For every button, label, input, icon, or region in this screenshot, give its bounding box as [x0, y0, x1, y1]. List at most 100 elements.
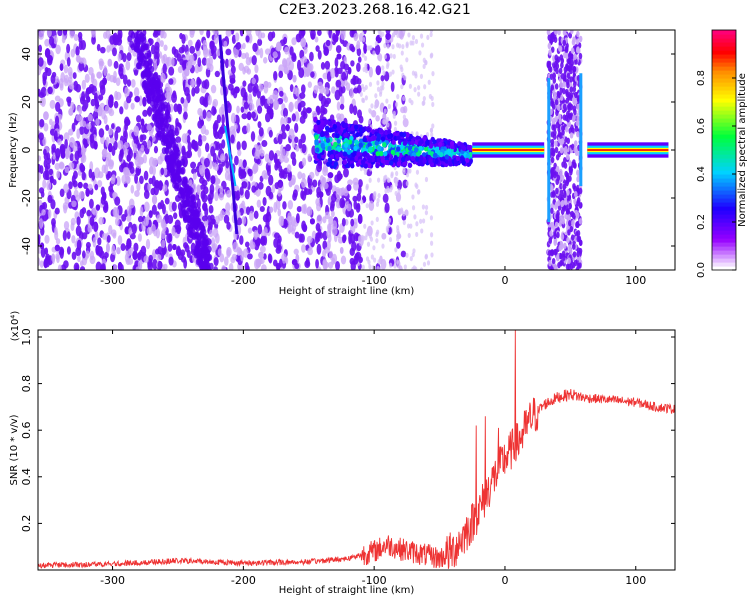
noise-speck — [163, 263, 168, 270]
colorbar-segment — [712, 94, 736, 99]
noise-speck — [266, 105, 272, 115]
noise-speck — [307, 247, 313, 256]
noise-speck — [164, 197, 170, 205]
noise-speck — [146, 226, 153, 236]
carrier-speck — [371, 135, 377, 141]
noise-speck — [133, 242, 139, 252]
vband-speck — [560, 259, 564, 266]
noise-speck — [90, 30, 96, 35]
band-speck — [155, 125, 161, 133]
faint-speck — [405, 211, 409, 217]
carrier-speck — [393, 154, 398, 161]
faint-speck — [394, 181, 399, 187]
noise-speck — [349, 43, 355, 52]
noise-speck — [326, 229, 332, 238]
faint-speck — [411, 40, 415, 46]
noise-speck — [330, 200, 335, 209]
noise-speck — [309, 171, 315, 180]
vband-speck — [559, 252, 563, 260]
band-speck — [173, 153, 179, 161]
y-tick-label: 0.2 — [20, 515, 33, 533]
noise-speck — [66, 96, 72, 103]
noise-speck — [157, 261, 163, 270]
vband-speck — [554, 99, 559, 106]
carrier-speck — [367, 136, 372, 142]
noise-speck — [60, 151, 66, 159]
figure-title: C2E3.2023.268.16.42.G21 — [278, 2, 472, 18]
noise-speck — [322, 260, 328, 270]
faint-speck — [363, 223, 367, 229]
carrier-speck — [374, 140, 379, 146]
noise-speck — [337, 173, 343, 180]
noise-speck — [265, 185, 272, 197]
noise-speck — [126, 154, 132, 162]
carrier-speck — [415, 156, 420, 162]
vband-speck — [565, 88, 569, 96]
noise-speck — [173, 48, 179, 58]
noise-speck — [204, 142, 210, 153]
vband-speck — [572, 98, 576, 105]
noise-speck — [245, 35, 250, 43]
carrier-speck — [418, 145, 423, 151]
noise-speck — [112, 76, 117, 84]
noise-speck — [263, 56, 268, 64]
noise-speck — [280, 169, 285, 178]
noise-speck — [40, 30, 45, 34]
noise-speck — [189, 54, 195, 63]
vband-speck — [559, 86, 564, 94]
y-tick-label: 0 — [20, 147, 33, 154]
noise-speck — [287, 171, 292, 182]
faint-speck — [413, 214, 417, 220]
noise-speck — [42, 179, 47, 189]
noise-speck — [201, 135, 207, 142]
noise-speck — [145, 238, 151, 250]
carrier-speck — [407, 162, 413, 168]
vband-speck — [573, 108, 577, 116]
faint-speck — [386, 177, 390, 183]
faint-speck — [390, 173, 394, 179]
noise-speck — [117, 235, 123, 246]
noise-speck — [178, 46, 185, 54]
y-tick-label: -40 — [20, 237, 33, 255]
noise-speck — [152, 159, 158, 167]
noise-speck — [57, 30, 63, 37]
vband-speck — [576, 175, 580, 183]
noise-speck — [335, 260, 340, 270]
band-speck — [152, 95, 158, 103]
noise-speck — [90, 98, 96, 107]
colorbar-segment — [712, 118, 736, 123]
noise-speck — [202, 109, 207, 120]
noise-speck — [180, 249, 186, 257]
vband-speck — [569, 132, 574, 139]
noise-speck — [299, 233, 305, 243]
faint-speck — [401, 44, 405, 50]
vband-speck — [556, 231, 560, 239]
noise-speck — [352, 105, 358, 116]
band-speck — [165, 112, 171, 120]
noise-speck — [340, 61, 346, 70]
vband-speck — [547, 42, 552, 50]
noise-speck — [128, 198, 135, 209]
vband-speck — [565, 179, 569, 187]
faint-speck — [386, 122, 390, 128]
band-speck — [160, 104, 166, 112]
y-axis-title: SNR (10 * v/v) — [9, 414, 20, 485]
noise-speck — [253, 210, 259, 219]
noise-speck — [219, 126, 224, 135]
noise-speck — [314, 36, 319, 43]
colorbar-segment — [712, 122, 736, 127]
noise-speck — [46, 30, 52, 37]
noise-speck — [268, 254, 273, 264]
noise-speck — [247, 111, 252, 121]
noise-speck — [89, 255, 96, 265]
faint-speck — [402, 114, 406, 120]
carrier-peak — [587, 149, 669, 151]
noise-speck — [68, 108, 74, 116]
noise-speck — [78, 40, 83, 51]
noise-speck — [190, 78, 195, 88]
faint-speck — [409, 223, 413, 229]
noise-speck — [181, 34, 186, 45]
noise-speck — [290, 151, 296, 160]
noise-speck — [288, 180, 293, 188]
noise-speck — [146, 139, 152, 150]
